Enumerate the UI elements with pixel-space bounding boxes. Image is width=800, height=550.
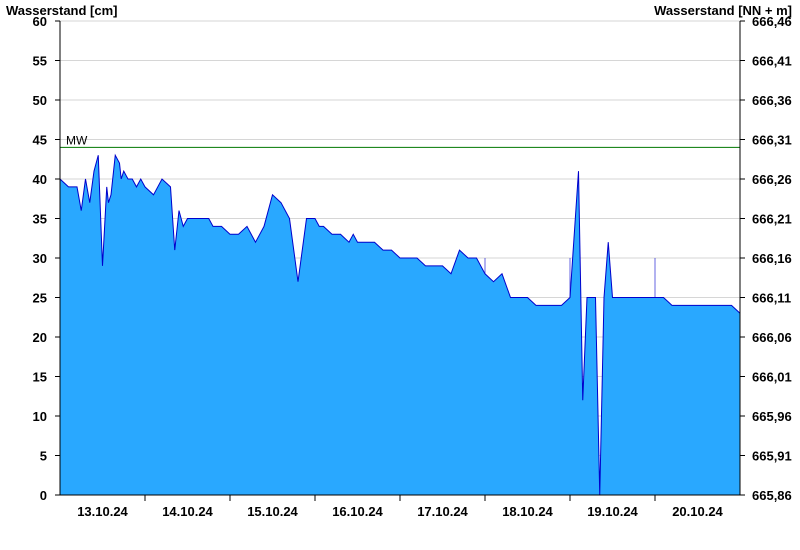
right-tick-label-3: 666,01 <box>752 370 792 385</box>
x-tick-label-1: 14.10.24 <box>162 504 213 519</box>
right-tick-label-5: 666,11 <box>752 291 791 306</box>
left-axis-title: Wasserstand [cm] <box>6 3 118 18</box>
right-tick-label-10: 666,36 <box>752 93 792 108</box>
left-tick-label-5: 25 <box>33 291 47 306</box>
right-tick-label-0: 665,86 <box>752 488 792 503</box>
left-tick-label-8: 40 <box>33 172 47 187</box>
data-area <box>59 153 741 496</box>
x-tick-label-7: 20.10.24 <box>672 504 723 519</box>
mw-label: MW <box>66 133 88 147</box>
mean-water-line: MW <box>60 133 740 148</box>
right-tick-label-1: 665,91 <box>752 449 792 464</box>
x-tick-label-3: 16.10.24 <box>332 504 383 519</box>
right-tick-label-11: 666,41 <box>752 54 792 69</box>
x-tick-label-4: 17.10.24 <box>417 504 468 519</box>
right-tick-label-8: 666,26 <box>752 172 792 187</box>
x-tick-label-0: 13.10.24 <box>77 504 128 519</box>
left-tick-label-9: 45 <box>33 133 47 148</box>
right-tick-label-6: 666,16 <box>752 251 792 266</box>
left-tick-label-1: 5 <box>40 449 47 464</box>
x-tick-label-6: 19.10.24 <box>587 504 638 519</box>
x-tick-label-5: 18.10.24 <box>502 504 553 519</box>
left-tick-label-0: 0 <box>40 488 47 503</box>
right-axis-title: Wasserstand [NN + m] <box>654 3 792 18</box>
tick-labels: 0 5 10 15 20 25 30 35 40 45 50 55 60 665,86 665,91 665,… <box>33 14 792 519</box>
right-tick-label-7: 666,21 <box>752 212 792 227</box>
left-tick-label-7: 35 <box>33 212 47 227</box>
left-tick-label-6: 30 <box>33 251 47 266</box>
right-tick-label-9: 666,31 <box>752 133 792 148</box>
left-tick-label-11: 55 <box>33 54 47 69</box>
axes <box>55 20 745 501</box>
left-tick-label-3: 15 <box>33 370 47 385</box>
water-level-area <box>60 155 740 496</box>
left-tick-label-10: 50 <box>33 93 47 108</box>
right-tick-label-12: 666,46 <box>752 14 792 29</box>
right-tick-label-2: 665,96 <box>752 409 792 424</box>
right-tick-label-4: 666,06 <box>752 330 792 345</box>
water-level-line <box>59 153 741 496</box>
left-tick-label-4: 20 <box>33 330 47 345</box>
left-tick-label-12: 60 <box>33 14 47 29</box>
left-tick-label-2: 10 <box>33 409 47 424</box>
x-tick-label-2: 15.10.24 <box>247 504 298 519</box>
